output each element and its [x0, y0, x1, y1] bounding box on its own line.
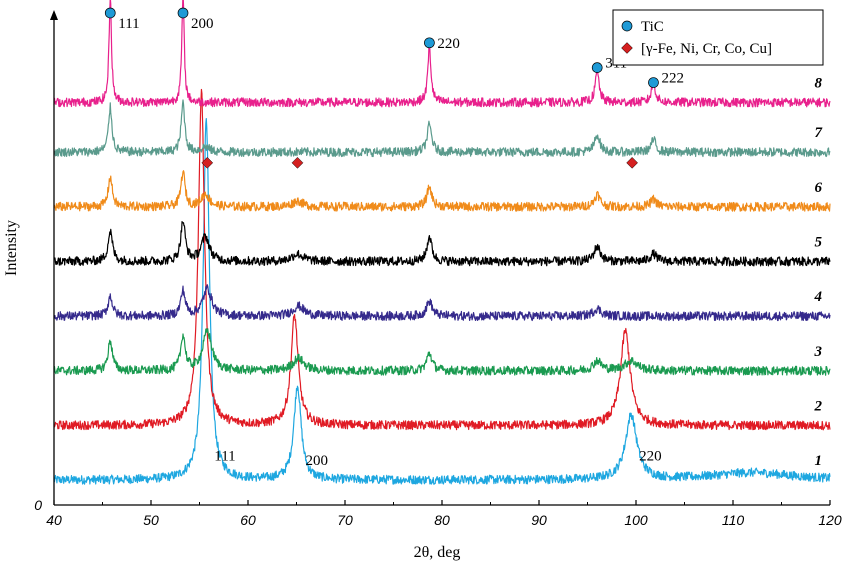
- x-tick-label: 120: [818, 512, 842, 528]
- peak-label: 200: [305, 453, 328, 469]
- tic-marker-circle: [104, 7, 116, 19]
- peak-label: 222: [661, 71, 684, 87]
- curve-label-2: 2: [814, 399, 823, 415]
- curve-label-6: 6: [815, 180, 823, 196]
- legend-box: [612, 9, 824, 66]
- x-axis-title: 2θ, deg: [414, 544, 461, 561]
- x-ticks: 40 50 60 70 80 90 100 110 120: [46, 500, 842, 528]
- curve-labels: 1 2 3 4 5 6 7 8: [814, 76, 823, 470]
- x-tick-label: 50: [143, 512, 159, 528]
- tic-marker-circle: [591, 62, 603, 73]
- diffraction-curves: [53, 0, 831, 485]
- legend-fcc-diamond-icon: [621, 42, 633, 54]
- series-curve-2: [53, 88, 831, 431]
- series-curve-3: [53, 328, 831, 376]
- peak-label: 111: [118, 16, 139, 32]
- series-curve-5: [53, 220, 831, 267]
- tic-marker-circle: [648, 77, 659, 88]
- peak-label: 200: [191, 16, 214, 32]
- y-axis-title: Intensity: [3, 220, 20, 276]
- series-curve-4: [53, 284, 831, 322]
- x-tick-label: 80: [434, 512, 450, 528]
- phase-markers: [104, 7, 659, 169]
- curve-label-4: 4: [814, 289, 823, 305]
- y-axis-arrow: [50, 10, 58, 20]
- legend: TiC [γ-Fe, Ni, Cr, Co, Cu]: [612, 9, 824, 66]
- tic-marker-circle: [177, 7, 189, 19]
- legend-label-tic: TiC: [641, 19, 664, 35]
- series-curve-7: [53, 99, 831, 158]
- series-curve-1: [53, 118, 831, 485]
- peak-label: 111: [214, 448, 235, 464]
- x-tick-label: 40: [46, 512, 62, 528]
- x-tick-label: 110: [722, 512, 745, 528]
- peak-label: 220: [639, 448, 662, 464]
- curve-label-8: 8: [815, 76, 823, 92]
- legend-tic-circle-icon: [621, 20, 633, 32]
- axes: 40 50 60 70 80 90 100 110 120: [46, 10, 842, 528]
- curve-label-3: 3: [814, 344, 823, 360]
- x-tick-label: 90: [531, 512, 547, 528]
- x-tick-label: 70: [337, 512, 353, 528]
- y-origin-label: 0: [34, 497, 42, 513]
- series-curve-8: [53, 0, 831, 108]
- curve-label-5: 5: [815, 235, 823, 251]
- series-curve-6: [53, 170, 831, 212]
- peak-label: 220: [437, 36, 460, 52]
- x-tick-label: 60: [240, 512, 256, 528]
- fcc-marker-diamond: [291, 156, 304, 169]
- curve-label-7: 7: [815, 125, 823, 141]
- curve-label-1: 1: [815, 453, 823, 469]
- tic-marker-circle: [424, 37, 435, 49]
- legend-label-fcc-phase: [γ-Fe, Ni, Cr, Co, Cu]: [641, 41, 772, 57]
- fcc-marker-diamond: [201, 156, 214, 169]
- x-tick-label: 100: [624, 512, 648, 528]
- fcc-marker-diamond: [626, 156, 638, 169]
